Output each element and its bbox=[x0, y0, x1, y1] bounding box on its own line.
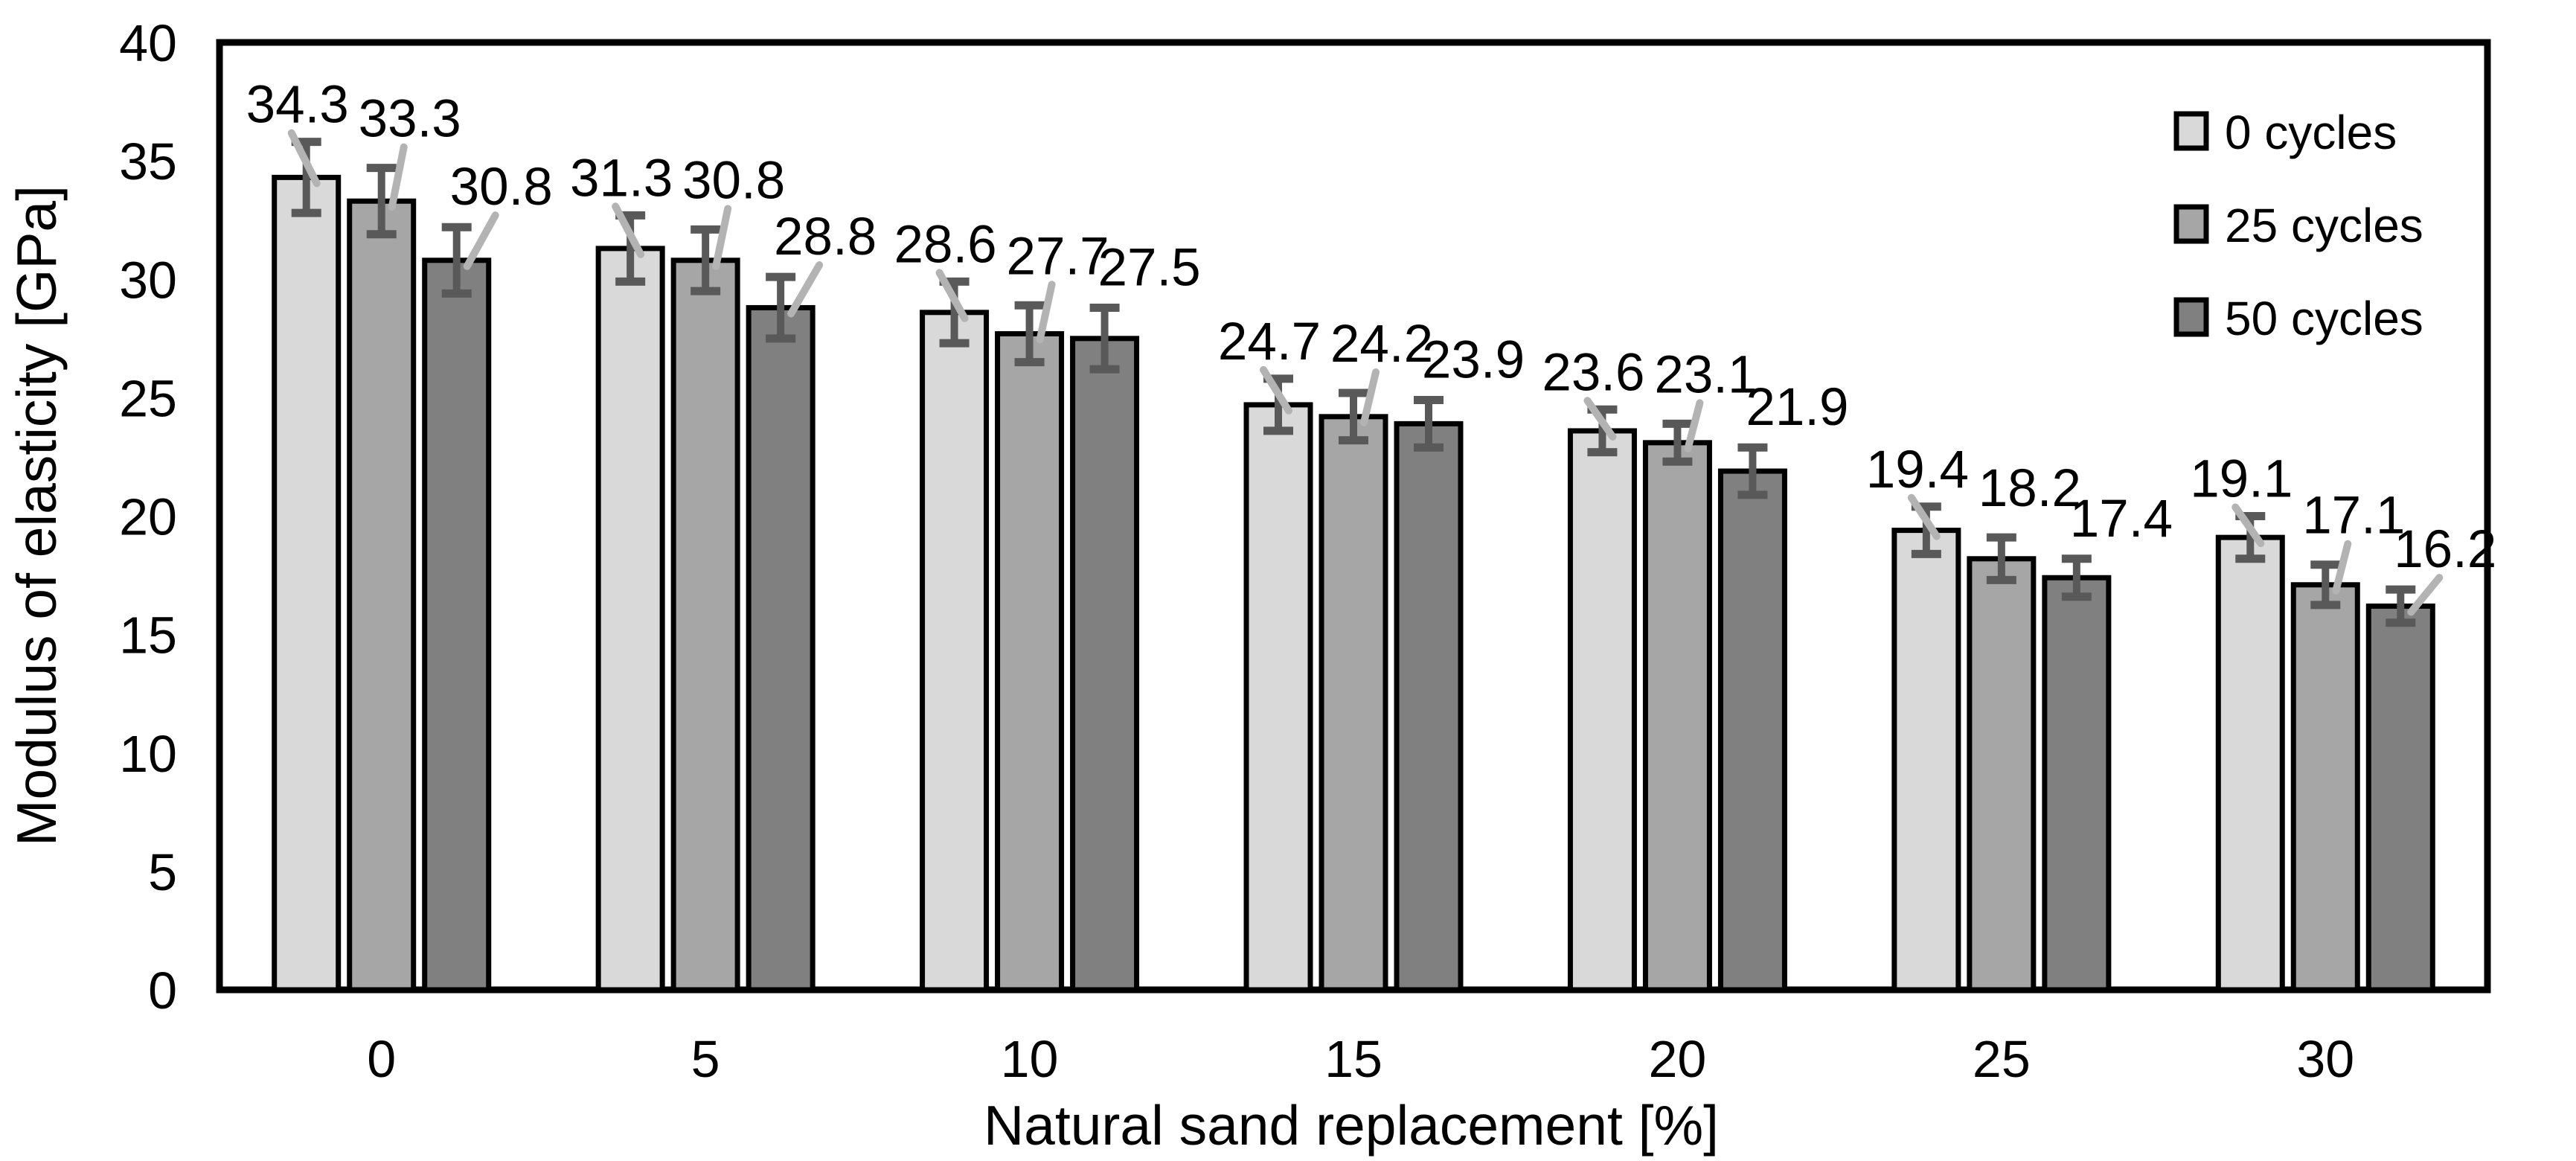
y-tick-label: 40 bbox=[119, 14, 177, 72]
data-label: 30.8 bbox=[450, 158, 553, 217]
data-label: 30.8 bbox=[682, 151, 785, 210]
bar-25-cycles-at-25 bbox=[1967, 556, 2037, 993]
bar-0-cycles-at-0 bbox=[272, 174, 342, 993]
data-labels-layer: 34.3 33.330.8 31.3 30.828.8 28.6 27.727.524.7… bbox=[246, 76, 2497, 579]
y-tick-label: 5 bbox=[148, 843, 177, 901]
bar-25-cycles-at-30 bbox=[2290, 582, 2360, 993]
bar-25-cycles-at-20 bbox=[1642, 440, 1712, 993]
bar-50-cycles-at-5 bbox=[746, 304, 816, 993]
y-tick-label: 30 bbox=[119, 251, 177, 309]
x-tick-label: 10 bbox=[1001, 1030, 1059, 1088]
bar-25-cycles-at-0 bbox=[347, 198, 417, 993]
bar-25-cycles-at-5 bbox=[670, 258, 740, 993]
legend-swatch bbox=[2173, 111, 2209, 151]
leader-line bbox=[287, 129, 321, 188]
y-tick-label: 0 bbox=[148, 962, 177, 1020]
leader-line bbox=[2407, 574, 2444, 616]
legend-label: 50 cycles bbox=[2225, 292, 2423, 345]
data-label: 24.2 bbox=[1330, 315, 1433, 374]
data-label: 28.8 bbox=[774, 208, 877, 266]
legend-item-25-cycles: 25 cycles bbox=[2173, 199, 2423, 252]
data-label: 27.5 bbox=[1098, 238, 1200, 297]
bar-50-cycles-at-15 bbox=[1394, 420, 1464, 993]
legend: 0 cycles 25 cycles 50 cycles bbox=[2173, 106, 2423, 345]
bar-0-cycles-at-15 bbox=[1243, 402, 1313, 993]
bar-50-cycles-at-25 bbox=[2042, 575, 2112, 993]
legend-label: 0 cycles bbox=[2225, 106, 2397, 159]
bar-50-cycles-at-10 bbox=[1070, 336, 1140, 993]
legend-item-50-cycles: 50 cycles bbox=[2173, 292, 2423, 345]
y-tick-label: 35 bbox=[119, 132, 177, 191]
bar-50-cycles-at-30 bbox=[2365, 603, 2435, 993]
y-tick-label: 20 bbox=[119, 488, 177, 546]
data-label: 24.7 bbox=[1218, 313, 1321, 371]
legend-swatch bbox=[2173, 204, 2209, 244]
data-label: 34.3 bbox=[246, 76, 349, 135]
data-label: 17.1 bbox=[2302, 487, 2405, 546]
x-tick-label: 5 bbox=[691, 1030, 720, 1088]
x-tick-label: 30 bbox=[2296, 1030, 2354, 1088]
bar-0-cycles-at-25 bbox=[1891, 528, 1961, 993]
leader-line bbox=[1684, 399, 1704, 452]
y-tick-label: 10 bbox=[119, 725, 177, 783]
x-tick-label: 25 bbox=[1973, 1030, 2031, 1088]
legend-swatch bbox=[2173, 297, 2209, 337]
data-label: 17.4 bbox=[2070, 490, 2173, 548]
bar-25-cycles-at-15 bbox=[1319, 414, 1388, 993]
y-tick-label: 15 bbox=[119, 607, 177, 665]
leader-line bbox=[787, 261, 824, 318]
leader-line bbox=[1036, 281, 1056, 344]
x-tick-label: 0 bbox=[367, 1030, 396, 1088]
bar-0-cycles-at-10 bbox=[920, 310, 990, 993]
leader-line bbox=[2332, 540, 2352, 595]
leader-line bbox=[1360, 368, 1380, 426]
bar-50-cycles-at-0 bbox=[422, 258, 492, 993]
bars-layer bbox=[272, 174, 2435, 993]
x-axis-title: Natural sand replacement [%] bbox=[984, 1094, 1719, 1157]
legend-label: 25 cycles bbox=[2225, 199, 2423, 252]
leader-line bbox=[935, 269, 969, 322]
data-label: 23.1 bbox=[1654, 345, 1757, 404]
data-label: 23.9 bbox=[1422, 331, 1525, 390]
leader-line bbox=[388, 143, 408, 211]
legend-item-0-cycles: 0 cycles bbox=[2173, 106, 2397, 159]
y-tick-label: 25 bbox=[119, 369, 177, 427]
data-label: 23.6 bbox=[1542, 343, 1644, 402]
bar-0-cycles-at-5 bbox=[595, 246, 665, 993]
leader-lines-layer bbox=[287, 129, 2444, 616]
y-axis-title: Modulus of elasticity [GPa] bbox=[5, 185, 68, 846]
data-label: 19.1 bbox=[2190, 450, 2293, 509]
leader-line bbox=[1260, 365, 1292, 415]
data-label: 18.2 bbox=[1979, 459, 2081, 518]
bar-0-cycles-at-30 bbox=[2215, 534, 2285, 993]
data-label: 27.7 bbox=[1006, 227, 1109, 286]
data-label: 19.4 bbox=[1866, 441, 1969, 499]
data-label: 16.2 bbox=[2394, 520, 2496, 579]
bar-50-cycles-at-20 bbox=[1717, 468, 1787, 993]
data-label: 31.3 bbox=[570, 149, 673, 208]
bar-25-cycles-at-10 bbox=[995, 330, 1065, 993]
leader-line bbox=[2231, 503, 2265, 548]
leader-line bbox=[712, 205, 732, 270]
data-label: 33.3 bbox=[359, 90, 461, 149]
x-tick-label: 15 bbox=[1324, 1030, 1382, 1088]
x-tick-label: 20 bbox=[1648, 1030, 1706, 1088]
leader-line bbox=[612, 202, 645, 258]
leader-line bbox=[463, 211, 499, 270]
leader-line bbox=[1907, 493, 1941, 540]
data-label: 21.9 bbox=[1746, 378, 1848, 437]
bar-0-cycles-at-20 bbox=[1567, 428, 1637, 993]
data-label: 28.6 bbox=[894, 215, 996, 274]
leader-line bbox=[1583, 397, 1617, 441]
